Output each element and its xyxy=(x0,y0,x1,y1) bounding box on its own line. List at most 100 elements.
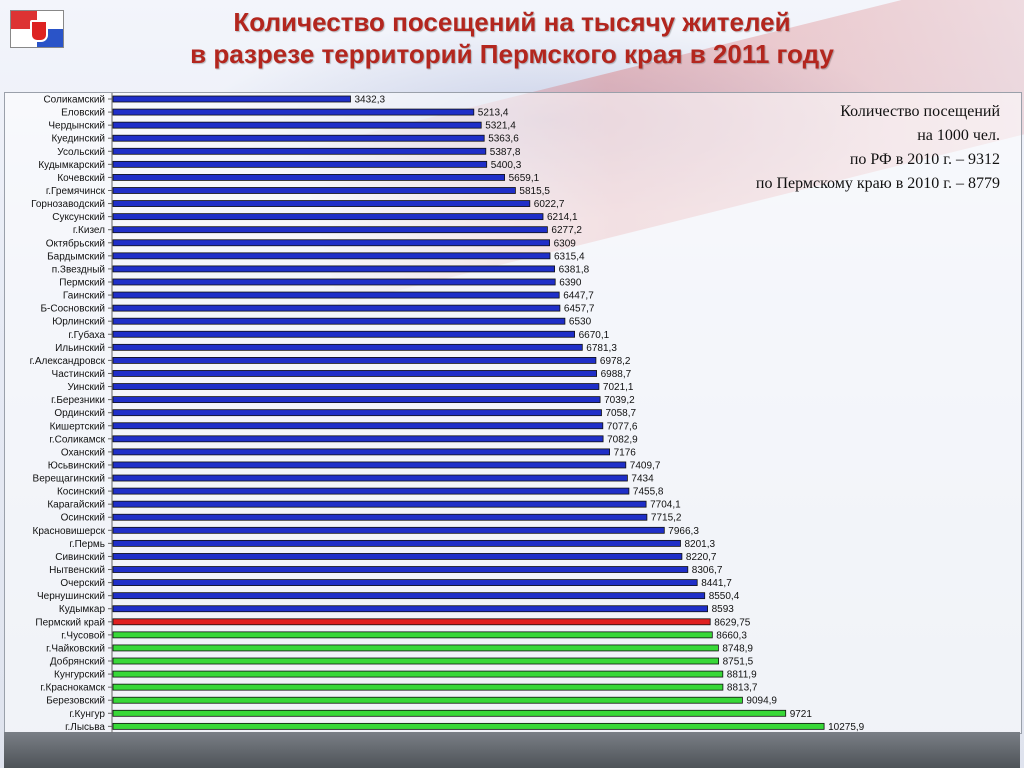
category-label: Красновишерск xyxy=(33,526,106,537)
title-line-1: Количество посещений на тысячу жителей xyxy=(233,7,791,37)
category-label: г.Гремячинск xyxy=(46,186,106,197)
bar xyxy=(112,618,711,626)
bar xyxy=(112,722,825,730)
bar-value-label: 8201,3 xyxy=(685,539,716,550)
bar xyxy=(112,579,698,586)
bar xyxy=(112,330,576,338)
category-label: Осинский xyxy=(61,513,105,524)
bar xyxy=(112,213,544,221)
title-line-2: в разрезе территорий Пермского края в 20… xyxy=(190,39,834,69)
bar-value-label: 7176 xyxy=(614,447,637,458)
bar xyxy=(112,226,548,234)
category-label: Добрянский xyxy=(50,656,105,668)
bar-value-label: 6988,7 xyxy=(601,369,632,380)
bar xyxy=(112,252,551,260)
bar-value-label: 5815,5 xyxy=(519,186,550,197)
bar xyxy=(112,265,556,273)
category-label: Б-Сосновский xyxy=(40,304,105,315)
category-label: Сивинский xyxy=(55,552,105,563)
category-label: Косинский xyxy=(57,487,105,498)
category-label: Оханский xyxy=(61,447,105,458)
bar xyxy=(112,108,475,116)
category-label: Чердынский xyxy=(48,121,105,132)
bar xyxy=(112,487,630,495)
category-label: Юсьвинский xyxy=(48,460,105,471)
category-label: Бардымский xyxy=(47,251,105,262)
category-label: г.Александровск xyxy=(30,356,106,367)
category-label: г.Губаха xyxy=(68,329,105,341)
bar xyxy=(112,553,683,560)
bar-value-label: 8813,7 xyxy=(727,683,758,694)
bar-value-label: 6022,7 xyxy=(534,199,565,210)
bar-value-label: 7409,7 xyxy=(630,460,661,471)
category-label: г.Чусовой xyxy=(61,630,105,641)
bar xyxy=(112,200,531,207)
category-label: г.Кизел xyxy=(73,225,105,236)
bar-value-label: 8306,7 xyxy=(692,565,723,576)
bar-value-label: 6670,1 xyxy=(579,330,610,341)
bar-value-label: 7704,1 xyxy=(650,500,681,511)
category-label: Чернушинский xyxy=(37,591,105,602)
category-label: Октябрьский xyxy=(46,237,105,249)
bar-value-label: 8660,3 xyxy=(716,630,747,641)
category-label: п.Звездный xyxy=(52,264,105,275)
bar-value-label: 5213,4 xyxy=(478,108,509,119)
bar-value-label: 8629,75 xyxy=(714,617,751,628)
bar-value-label: 3432,3 xyxy=(355,95,386,106)
category-label: Еловский xyxy=(61,108,105,119)
bar-value-label: 5659,1 xyxy=(509,173,540,184)
bar-value-label: 6781,3 xyxy=(586,343,617,354)
category-label: Карагайский xyxy=(47,500,105,511)
bar xyxy=(112,448,611,456)
category-label: Уинский xyxy=(67,382,105,393)
bar xyxy=(112,187,516,194)
bar xyxy=(112,343,583,351)
category-label: г.Краснокамск xyxy=(40,683,105,694)
category-label: Кудымкар xyxy=(59,604,106,615)
category-label: Пермский xyxy=(59,277,105,288)
bar xyxy=(112,513,648,521)
bar xyxy=(112,474,628,482)
info-line-4: по Пермскому краю в 2010 г. – 8779 xyxy=(755,175,1000,192)
category-label: Юрлинский xyxy=(52,317,105,328)
bar xyxy=(112,709,787,717)
category-label: Кочевский xyxy=(57,173,105,184)
bar-value-label: 8441,7 xyxy=(701,578,732,589)
category-label: Усольский xyxy=(57,147,105,158)
bar-value-label: 7021,1 xyxy=(603,382,634,393)
info-box: Количество посещений на 1000 чел. по РФ … xyxy=(756,100,1000,196)
bar xyxy=(112,304,561,312)
bar-value-label: 6447,7 xyxy=(563,291,594,302)
bar-value-label: 7077,6 xyxy=(607,421,638,432)
bar xyxy=(112,657,719,665)
bar xyxy=(112,422,604,430)
bar xyxy=(112,396,601,404)
bar xyxy=(112,160,488,168)
bar-value-label: 9094,9 xyxy=(746,696,777,707)
bar xyxy=(112,317,566,325)
info-line-3: по РФ в 2010 г. – 9312 xyxy=(849,151,1000,168)
category-label: г.Лысьва xyxy=(65,722,105,733)
bar xyxy=(112,95,351,103)
page-title: Количество посещений на тысячу жителей в… xyxy=(0,6,1024,70)
category-label: г.Пермь xyxy=(69,539,105,550)
bar xyxy=(112,383,600,390)
category-label: г.Березники xyxy=(51,395,105,406)
bar xyxy=(112,631,713,639)
bar-value-label: 9721 xyxy=(790,709,813,720)
bar xyxy=(112,435,604,443)
bar-value-label: 6530 xyxy=(569,317,592,328)
bar-value-label: 6309 xyxy=(554,238,577,249)
bar-value-label: 6277,2 xyxy=(551,225,582,236)
bar-value-label: 7455,8 xyxy=(633,487,664,498)
bar-value-label: 7058,7 xyxy=(606,408,637,419)
category-label: Ильинский xyxy=(55,343,105,354)
bar xyxy=(112,174,506,181)
bar-value-label: 7039,2 xyxy=(604,395,635,406)
bar xyxy=(112,605,708,613)
category-label: Верещагинский xyxy=(33,474,105,485)
region-flag-icon xyxy=(10,10,64,48)
bar-value-label: 6978,2 xyxy=(600,356,631,367)
category-label: г.Чайковский xyxy=(46,643,105,654)
